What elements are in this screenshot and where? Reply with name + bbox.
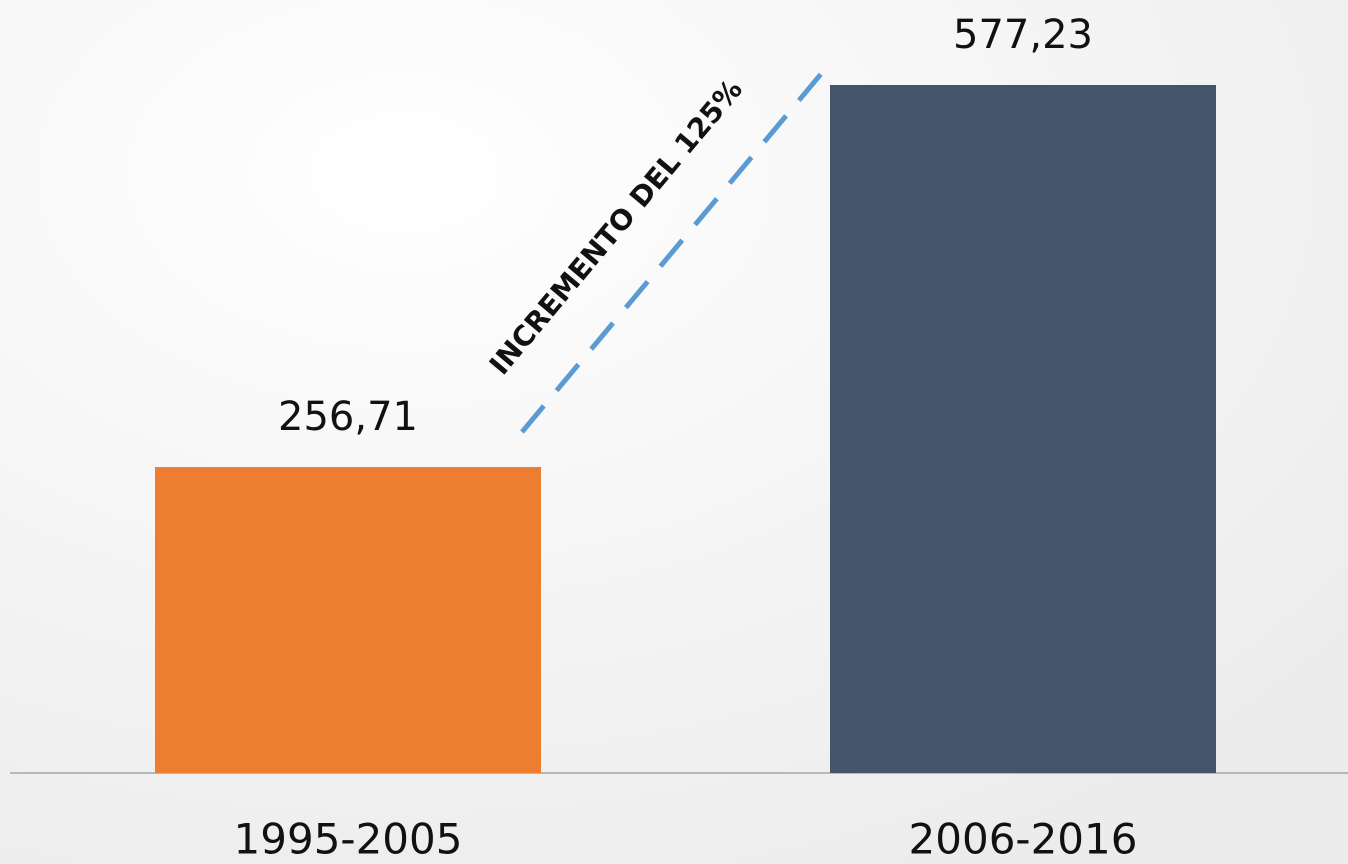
x-tick-label: 1995-2005 <box>234 815 463 864</box>
bar <box>155 467 541 773</box>
trend-line <box>520 66 828 434</box>
x-tick-label: 2006-2016 <box>909 815 1138 864</box>
bar <box>830 85 1216 773</box>
value-label: 256,71 <box>278 394 418 440</box>
value-label: 577,23 <box>953 12 1093 58</box>
